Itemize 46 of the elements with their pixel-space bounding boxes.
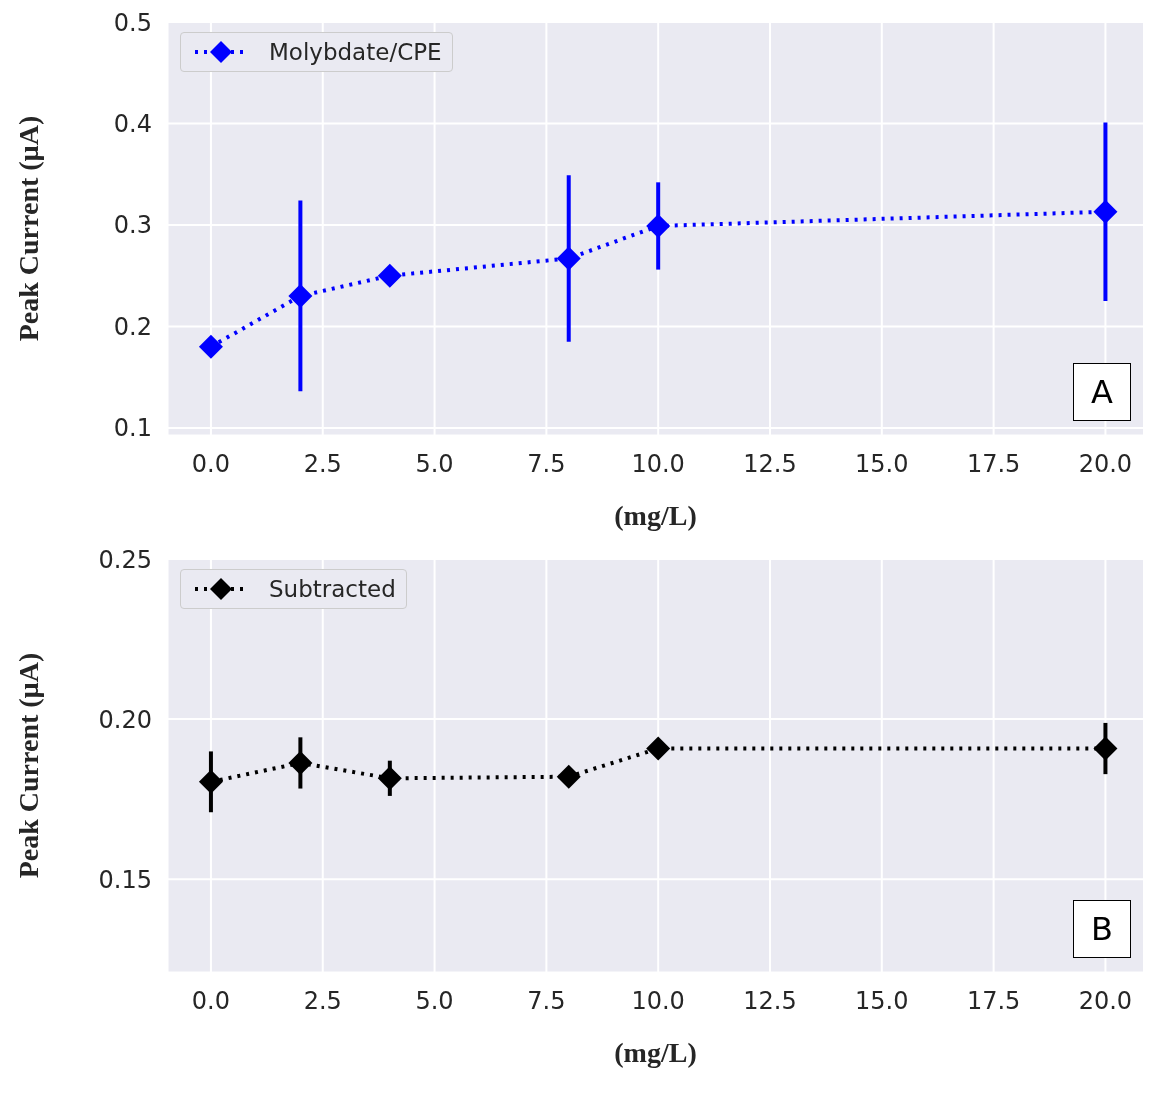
y-tick-label: 0.20 (98, 705, 152, 734)
x-tick-label: 15.0 (855, 450, 909, 479)
point (198, 769, 223, 794)
y-tick-label: 0.3 (113, 211, 152, 240)
legend-label: Subtracted (269, 576, 396, 602)
point (556, 246, 581, 271)
x-tick-label: 7.5 (527, 987, 566, 1016)
y-tick-label: 0.25 (98, 545, 152, 574)
x-tick-label: 15.0 (855, 987, 909, 1016)
point (377, 263, 402, 288)
y-tick-label: 0.4 (113, 109, 152, 138)
point (646, 736, 671, 761)
y-tick-label: 0.5 (113, 8, 152, 37)
annotation: A (1073, 363, 1131, 421)
x-axis-title: (mg/L) (614, 500, 697, 531)
x-tick-label: 17.5 (966, 987, 1021, 1016)
point (288, 283, 313, 308)
y-tick-label: 0.15 (98, 865, 152, 894)
point (198, 334, 223, 359)
x-tick-label: 10.0 (631, 450, 685, 479)
x-tick-label: 20.0 (1078, 987, 1133, 1016)
x-axis-title: (mg/L) (614, 1037, 697, 1068)
x-tick-label: 12.5 (743, 450, 797, 479)
legend-label: Molybdate/CPE (269, 39, 442, 65)
point (288, 750, 313, 775)
annotation: B (1073, 900, 1131, 958)
x-tick-label: 2.5 (303, 450, 342, 479)
point (377, 766, 402, 791)
x-tick-label: 5.0 (415, 987, 454, 1016)
x-tick-label: 7.5 (527, 450, 566, 479)
y-tick-label: 0.1 (113, 414, 152, 443)
x-tick-label: 20.0 (1078, 450, 1133, 479)
x-tick-label: 0.0 (191, 987, 231, 1016)
x-tick-label: 2.5 (303, 987, 342, 1016)
point (1093, 199, 1118, 224)
x-tick-label: 12.5 (743, 987, 797, 1016)
point (1093, 736, 1118, 761)
y-axis-title: Peak Current (µA) (12, 115, 44, 342)
x-tick-label: 5.0 (415, 450, 454, 479)
x-tick-label: 0.0 (191, 450, 231, 479)
y-axis-title: Peak Current (µA) (12, 652, 44, 879)
x-tick-label: 17.5 (966, 450, 1021, 479)
y-tick-label: 0.2 (113, 312, 152, 341)
x-tick-label: 10.0 (631, 987, 685, 1016)
point (646, 213, 671, 238)
point (556, 764, 581, 789)
